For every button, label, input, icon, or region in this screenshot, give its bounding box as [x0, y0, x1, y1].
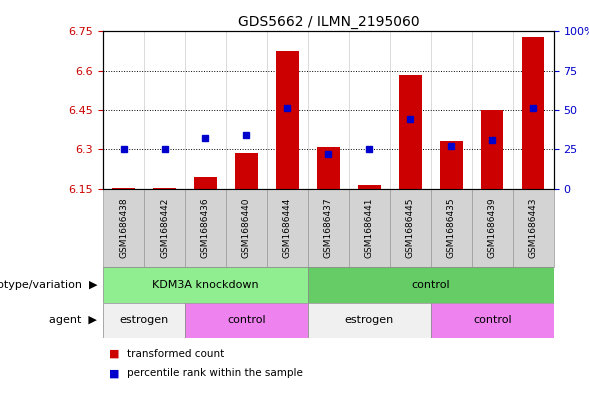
Bar [235, 153, 258, 189]
Bar [522, 37, 544, 189]
Bar [308, 267, 554, 303]
Text: ■: ■ [109, 349, 120, 359]
Bar [276, 51, 299, 189]
Bar [390, 189, 431, 267]
Bar [431, 189, 472, 267]
Bar [431, 303, 554, 338]
Text: control: control [227, 315, 266, 325]
Text: GSM1686443: GSM1686443 [529, 198, 538, 258]
Bar [103, 267, 308, 303]
Bar [103, 189, 144, 267]
Bar [317, 147, 340, 189]
Text: GSM1686444: GSM1686444 [283, 198, 292, 258]
Text: transformed count: transformed count [127, 349, 224, 359]
Text: GSM1686435: GSM1686435 [446, 198, 456, 258]
Bar [185, 303, 308, 338]
Bar [349, 189, 390, 267]
Bar [112, 188, 135, 189]
Text: GSM1686438: GSM1686438 [119, 198, 128, 258]
Bar [308, 189, 349, 267]
Text: estrogen: estrogen [345, 315, 394, 325]
Bar [267, 189, 308, 267]
Text: GSM1686442: GSM1686442 [160, 198, 169, 258]
Bar [153, 188, 176, 189]
Text: GSM1686441: GSM1686441 [365, 198, 374, 258]
Text: GSM1686437: GSM1686437 [324, 198, 333, 258]
Text: genotype/variation  ▶: genotype/variation ▶ [0, 280, 97, 290]
Title: GDS5662 / ILMN_2195060: GDS5662 / ILMN_2195060 [237, 15, 419, 29]
Text: percentile rank within the sample: percentile rank within the sample [127, 368, 303, 378]
Text: GSM1686445: GSM1686445 [406, 198, 415, 258]
Bar [194, 177, 217, 189]
Bar [308, 303, 431, 338]
Bar [358, 185, 380, 189]
Bar [512, 189, 554, 267]
Text: control: control [412, 280, 450, 290]
Text: GSM1686440: GSM1686440 [242, 198, 251, 258]
Bar [103, 303, 185, 338]
Text: ■: ■ [109, 368, 120, 378]
Bar [481, 110, 504, 189]
Bar [226, 189, 267, 267]
Bar [144, 189, 185, 267]
Bar [472, 189, 512, 267]
Text: GSM1686436: GSM1686436 [201, 198, 210, 258]
Text: agent  ▶: agent ▶ [49, 315, 97, 325]
Text: estrogen: estrogen [120, 315, 168, 325]
Text: GSM1686439: GSM1686439 [488, 198, 497, 258]
Bar [399, 75, 422, 189]
Text: control: control [473, 315, 511, 325]
Bar [185, 189, 226, 267]
Text: KDM3A knockdown: KDM3A knockdown [152, 280, 259, 290]
Bar [440, 141, 462, 189]
